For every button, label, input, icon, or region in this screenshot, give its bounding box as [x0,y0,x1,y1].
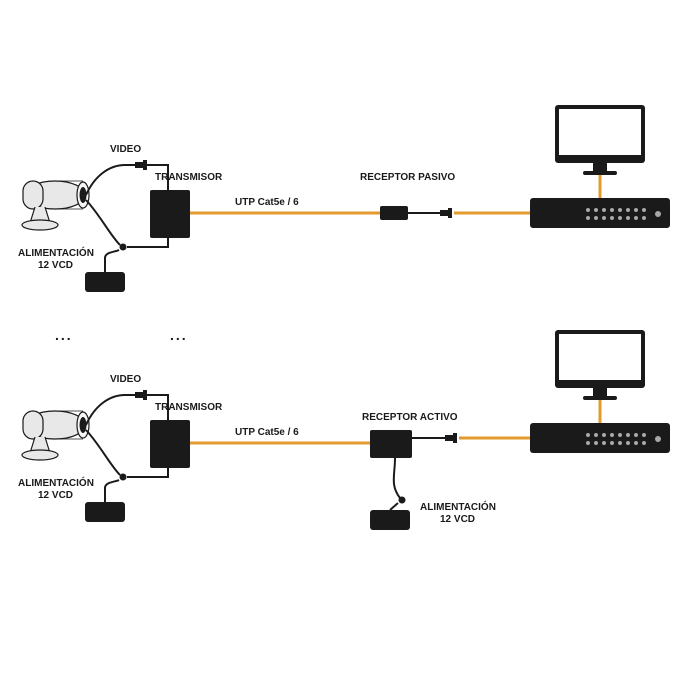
wire-power-1 [86,200,120,245]
video-label: VIDEO [110,144,141,155]
power-label: ALIMENTACIÓN [420,500,496,513]
camera-icon [22,181,89,230]
voltage-label: 12 VCD [38,260,73,271]
transmitter-icon [150,190,190,238]
bnc-icon [440,208,452,218]
voltage-label: 12 VCD [440,514,475,525]
wire-video-1 [86,165,135,195]
dvr-icon [530,198,670,228]
receiver-active-label: RECEPTOR ACTIVO [362,412,458,423]
wire [105,250,119,272]
cable-label: UTP Cat5e / 6 [235,427,299,438]
wire [390,503,398,510]
power-adapter-icon [85,502,125,522]
monitor-icon [555,330,645,400]
camera-icon [22,411,89,460]
transmitter-label: TRANSMISOR [155,402,223,413]
passive-receiver-icon [380,206,408,220]
wire [105,480,119,502]
transmitter-icon [150,420,190,468]
cable-label: UTP Cat5e / 6 [235,197,299,208]
video-label: VIDEO [110,374,141,385]
power-adapter-icon [370,510,410,530]
power-adapter-icon [85,272,125,292]
voltage-label: 12 VCD [38,490,73,501]
wire-power-2 [86,430,120,475]
bnc-icon [135,160,147,170]
dc-jack-icon [399,497,406,504]
dc-jack-icon [120,244,127,251]
bnc-icon [445,433,457,443]
ellipsis: ... [170,327,188,343]
ellipsis: ... [55,327,73,343]
active-receiver-icon [370,430,412,458]
transmitter-label: TRANSMISOR [155,172,223,183]
power-label: ALIMENTACIÓN [18,476,94,489]
monitor-icon [555,105,645,175]
power-label: ALIMENTACIÓN [18,246,94,259]
dvr-icon [530,423,670,453]
wiring-diagram: VIDEO ALIMENTACIÓN 12 VCD TRANSMISOR UTP… [0,0,700,700]
wire-video-2 [86,395,135,425]
wire [394,458,400,498]
receiver-passive-label: RECEPTOR PASIVO [360,172,455,183]
dc-jack-icon [120,474,127,481]
bnc-icon [135,390,147,400]
